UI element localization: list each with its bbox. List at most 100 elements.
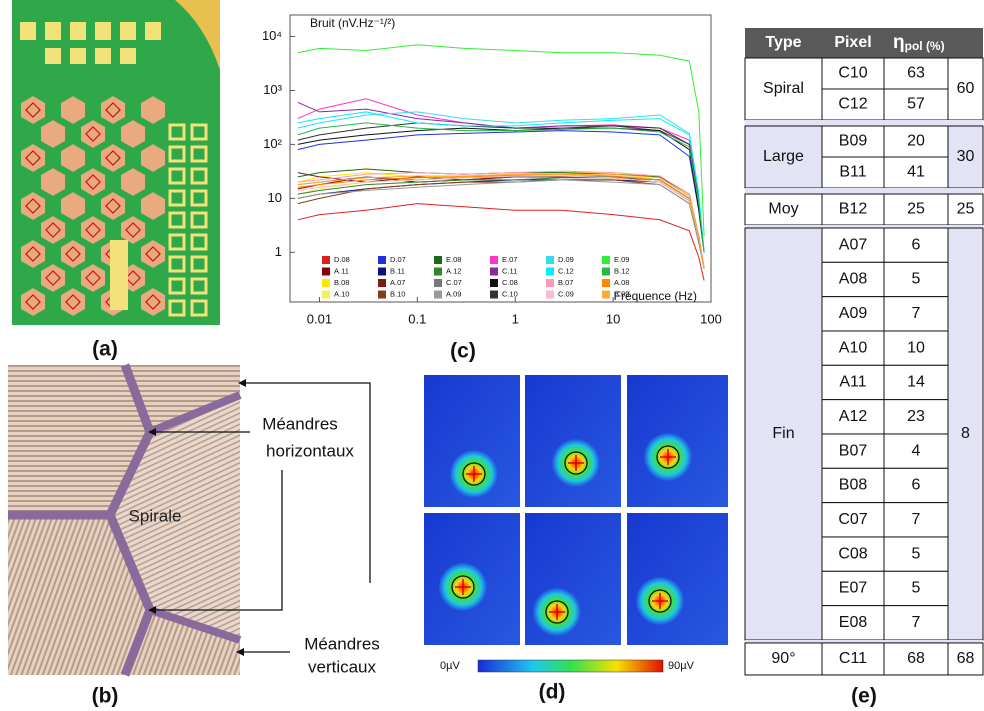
value-cell: 14 bbox=[907, 374, 925, 391]
panel-label: (e) bbox=[851, 685, 877, 708]
pad bbox=[45, 22, 61, 40]
arrow-line bbox=[150, 470, 283, 611]
arrow-line bbox=[242, 382, 371, 583]
pixel-cell: C10 bbox=[838, 65, 867, 82]
hex-pixel bbox=[19, 237, 47, 271]
hex-pixel bbox=[59, 237, 87, 271]
y-tick-label: 1 bbox=[275, 244, 282, 259]
header-cell: Type bbox=[765, 34, 801, 51]
mean-cell: 60 bbox=[957, 80, 975, 97]
annotation: Méandres bbox=[262, 414, 338, 433]
panel-label: (a) bbox=[92, 338, 118, 361]
legend-swatch bbox=[602, 279, 610, 287]
value-cell: 57 bbox=[907, 96, 925, 113]
legend-swatch bbox=[602, 256, 610, 264]
arrowhead bbox=[238, 379, 246, 387]
pixel-marker bbox=[65, 246, 81, 262]
legend-swatch bbox=[546, 279, 554, 287]
pixel-marker bbox=[145, 246, 161, 262]
pad bbox=[168, 145, 186, 163]
panel-label: (c) bbox=[450, 340, 476, 363]
pad bbox=[168, 255, 186, 273]
type-cell: Large bbox=[763, 148, 804, 165]
x-axis-label: Fréquence (Hz) bbox=[614, 289, 697, 303]
pad bbox=[45, 48, 61, 64]
series-line bbox=[297, 127, 705, 253]
hex-pixel bbox=[79, 261, 107, 295]
series-line bbox=[297, 179, 705, 269]
value-cell: 4 bbox=[912, 442, 921, 459]
pixel-marker bbox=[145, 294, 161, 310]
legend-label: E.09 bbox=[614, 255, 629, 264]
legend-swatch bbox=[546, 267, 554, 276]
pixel-cell: B11 bbox=[839, 164, 866, 181]
value-cell: 6 bbox=[912, 477, 921, 494]
series-line bbox=[297, 203, 705, 281]
legend-swatch bbox=[434, 279, 442, 287]
chip-photo bbox=[12, 0, 220, 325]
hex-pixel bbox=[59, 285, 87, 319]
value-cell: 23 bbox=[907, 408, 925, 425]
legend-swatch bbox=[602, 267, 610, 276]
annotation: Méandres bbox=[304, 634, 380, 653]
pad bbox=[20, 22, 36, 40]
row-cells bbox=[821, 642, 949, 676]
mean-cell: 25 bbox=[957, 201, 975, 218]
pad bbox=[190, 277, 208, 295]
pad bbox=[145, 22, 161, 40]
hex-pixel bbox=[79, 117, 107, 151]
pad bbox=[168, 233, 186, 251]
series-line bbox=[297, 173, 705, 269]
hex-pixel bbox=[139, 141, 167, 175]
value-cell: 5 bbox=[912, 271, 921, 288]
legend-swatch bbox=[378, 279, 386, 287]
pad bbox=[168, 189, 186, 207]
value-cell: 10 bbox=[907, 339, 925, 356]
header-cell: ηpol (%) bbox=[893, 32, 945, 53]
pixel-border bbox=[148, 391, 242, 436]
value-cell: 7 bbox=[912, 511, 921, 528]
row-cells bbox=[821, 193, 949, 226]
pixel-marker bbox=[125, 270, 141, 286]
hex-pixel bbox=[59, 141, 87, 175]
type-cell: Spiral bbox=[763, 80, 804, 97]
legend-swatch bbox=[490, 267, 498, 276]
legend-label: A.07 bbox=[390, 278, 405, 287]
pixel-cell: B07 bbox=[839, 442, 868, 459]
pad bbox=[190, 299, 208, 317]
legend-label: B.08 bbox=[334, 278, 349, 287]
legend-swatch bbox=[322, 256, 330, 264]
pixel-cell: B08 bbox=[839, 477, 868, 494]
pixel-marker bbox=[65, 294, 81, 310]
x-tick-label: 1 bbox=[512, 311, 519, 326]
legend-label: B.07 bbox=[558, 278, 573, 287]
pixel-cell: B12 bbox=[839, 201, 868, 218]
hex-pixel bbox=[119, 213, 147, 247]
legend-label: A.12 bbox=[446, 266, 461, 275]
pad bbox=[95, 48, 111, 64]
eta-symbol: η bbox=[893, 32, 905, 53]
value-cell: 7 bbox=[912, 305, 921, 322]
pad bbox=[120, 22, 136, 40]
hex-pixel bbox=[99, 141, 127, 175]
arrowhead bbox=[148, 606, 156, 614]
group-gap bbox=[745, 639, 983, 643]
row-cells bbox=[821, 57, 949, 90]
legend-label: B.11 bbox=[390, 266, 405, 275]
pixel-marker bbox=[125, 222, 141, 238]
value-cell: 7 bbox=[912, 614, 921, 631]
pad bbox=[168, 211, 186, 229]
row-cells bbox=[821, 467, 949, 504]
row-cells bbox=[821, 88, 949, 121]
legend-swatch bbox=[490, 279, 498, 287]
pixel-cell: A10 bbox=[839, 339, 868, 356]
hex-pixel bbox=[139, 285, 167, 319]
row-cells bbox=[821, 364, 949, 401]
pixel-marker bbox=[25, 246, 41, 262]
pad bbox=[190, 167, 208, 185]
value-cell: 5 bbox=[912, 545, 921, 562]
pixel-marker bbox=[25, 150, 41, 166]
pixel-cell: C08 bbox=[838, 545, 867, 562]
legend-label: D.07 bbox=[390, 255, 406, 264]
spot-contour bbox=[462, 462, 486, 486]
